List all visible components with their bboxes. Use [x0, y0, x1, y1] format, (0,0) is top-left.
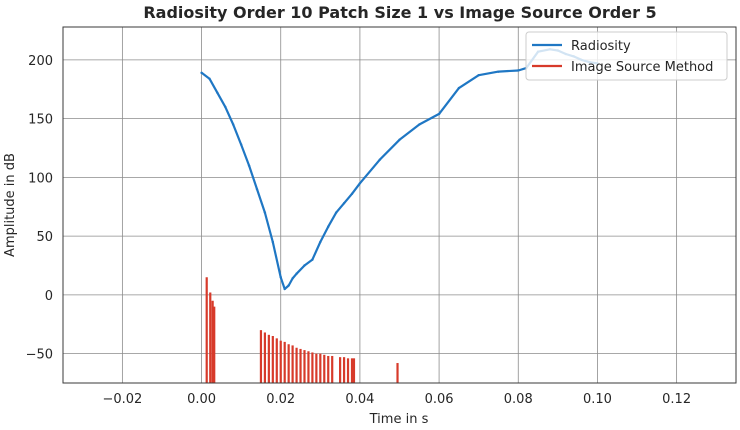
radiosity-point — [232, 123, 235, 126]
radiosity-point — [311, 258, 314, 261]
y-tick-label: 200 — [28, 54, 53, 69]
radiosity-point — [239, 143, 243, 146]
y-axis-label: Amplitude in dB — [3, 153, 18, 257]
radiosity-point — [334, 211, 338, 214]
plot-frame — [62, 26, 737, 384]
y-tick-label: 100 — [28, 171, 53, 186]
radiosity-point — [216, 91, 219, 94]
x-tick-label: 0.06 — [425, 392, 454, 407]
radiosity-point — [247, 164, 251, 167]
radiosity-point — [224, 105, 227, 109]
radiosity-point — [279, 276, 282, 279]
radiosity-point — [319, 240, 322, 244]
chart-title: Radiosity Order 10 Patch Size 1 vs Image… — [143, 3, 656, 22]
radiosity-point — [263, 211, 267, 214]
x-axis-label: Time in s — [369, 412, 429, 427]
radiosity-point — [295, 272, 298, 275]
radiosity-point — [303, 264, 306, 267]
radiosity-point — [342, 202, 346, 205]
radiosity-point — [477, 73, 480, 77]
radiosity-point — [517, 69, 520, 72]
radiosity-point — [398, 138, 401, 141]
radiosity-point — [255, 187, 259, 191]
x-tick-label: −0.02 — [102, 392, 142, 407]
x-tick-label: 0.10 — [583, 392, 612, 407]
y-tick-label: 150 — [28, 113, 53, 128]
radiosity-point — [208, 77, 211, 80]
radiosity-point — [271, 240, 275, 244]
x-tick-label: 0.08 — [504, 392, 533, 407]
radiosity-point — [457, 86, 461, 90]
radiosity-point — [350, 192, 354, 196]
radiosity-point — [497, 70, 500, 73]
radiosity-point — [200, 71, 203, 75]
radiosity-line — [200, 48, 598, 291]
y-tick-labels: −50 0 50 100 150 200 — [26, 54, 53, 363]
x-tick-label: 0.02 — [266, 392, 295, 407]
x-tick-label: 0.04 — [345, 392, 374, 407]
y-tick-label: 50 — [36, 230, 53, 245]
radiosity-point — [358, 182, 362, 185]
x-tick-label: 0.12 — [662, 392, 691, 407]
radiosity-point — [378, 158, 381, 161]
radiosity-point — [327, 225, 330, 228]
legend-label-radiosity: Radiosity — [571, 39, 631, 54]
plot-series — [200, 48, 599, 383]
radiosity-point — [418, 123, 421, 126]
legend: Radiosity Image Source Method — [525, 31, 728, 81]
radiosity-point — [283, 287, 286, 291]
x-tick-label: 0.00 — [187, 392, 216, 407]
radiosity-point — [291, 277, 294, 280]
y-tick-label: 0 — [45, 289, 53, 304]
legend-box — [525, 31, 728, 81]
radiosity-point — [437, 112, 441, 116]
radiosity-point — [287, 284, 290, 287]
x-tick-labels: −0.02 0.00 0.02 0.04 0.06 0.08 0.10 0.12 — [102, 392, 691, 407]
legend-label-image-source: Image Source Method — [571, 60, 713, 75]
y-tick-label: −50 — [26, 348, 53, 363]
